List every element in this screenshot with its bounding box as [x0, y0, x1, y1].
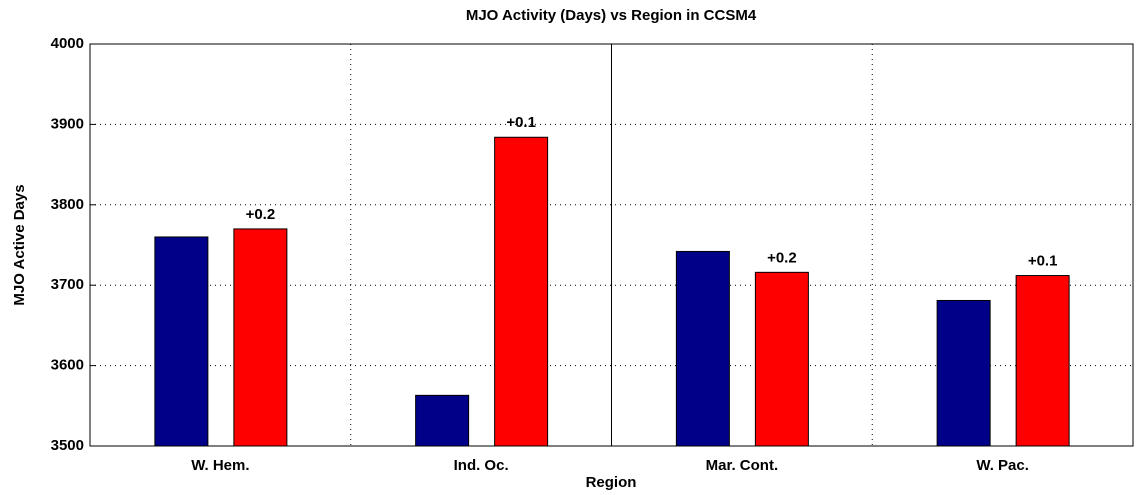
bar [415, 394, 470, 447]
bar [754, 271, 809, 447]
y-tick-label: 3900 [51, 115, 84, 132]
x-tick-label: Mar. Cont. [706, 457, 779, 474]
bar-annotation: +0.1 [506, 114, 536, 131]
bar [494, 136, 549, 447]
chart-title: MJO Activity (Days) vs Region in CCSM4 [466, 7, 757, 24]
bar [1015, 275, 1070, 447]
x-tick-label: W. Pac. [976, 457, 1029, 474]
x-tick-label: W. Hem. [191, 457, 249, 474]
bar [233, 228, 288, 447]
bar [154, 236, 209, 447]
x-tick-label: Ind. Oc. [454, 457, 509, 474]
y-axis-label: MJO Active Days [11, 184, 28, 305]
y-tick-label: 3500 [51, 437, 84, 454]
bar-annotation: +0.1 [1028, 253, 1058, 270]
x-axis-label: Region [586, 474, 637, 491]
y-tick-label: 4000 [51, 35, 84, 52]
bar-annotation: +0.2 [246, 206, 276, 223]
y-tick-label: 3700 [51, 276, 84, 293]
bar [936, 299, 991, 447]
bar [675, 250, 730, 447]
plot-frame [89, 43, 1134, 447]
y-tick-label: 3600 [51, 357, 84, 374]
bar-annotation: +0.2 [767, 249, 797, 266]
y-tick-label: 3800 [51, 196, 84, 213]
